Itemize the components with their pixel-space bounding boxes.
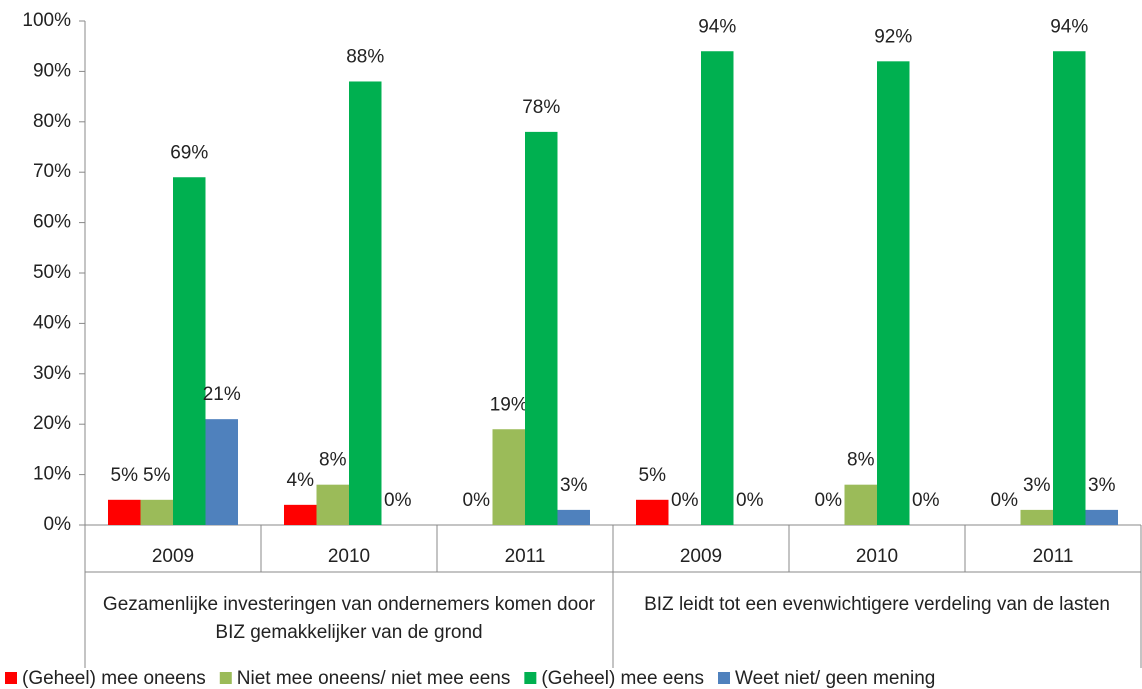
data-label: 94% — [1050, 16, 1088, 37]
legend-label: Niet mee oneens/ niet mee eens — [237, 668, 511, 689]
group-label-box: BIZ leidt tot een evenwichtigere verdeli… — [644, 594, 1110, 615]
bar — [701, 51, 734, 526]
bar — [140, 499, 173, 525]
data-label: 0% — [991, 490, 1019, 511]
bar — [844, 484, 877, 525]
bar — [877, 61, 910, 525]
x-tick-label: 2009 — [680, 546, 722, 567]
x-tick-label: 2010 — [856, 546, 898, 567]
data-label: 8% — [847, 450, 875, 471]
bar — [1085, 509, 1118, 525]
data-label: 92% — [874, 26, 912, 47]
data-label: 88% — [346, 46, 384, 67]
legend-label: (Geheel) mee oneens — [22, 668, 206, 689]
bar — [108, 499, 141, 525]
x-tick-label: 2011 — [1033, 546, 1074, 567]
data-label: 5% — [111, 465, 139, 486]
y-tick-label: 30% — [33, 363, 71, 384]
bar — [557, 509, 590, 525]
data-label: 19% — [490, 394, 528, 415]
y-tick-label: 40% — [33, 312, 71, 333]
x-tick-label: 2009 — [152, 546, 194, 567]
legend-swatch — [219, 672, 232, 684]
bar — [316, 484, 349, 525]
y-tick-label: 100% — [22, 10, 71, 31]
bar — [525, 131, 558, 525]
data-label: 0% — [463, 490, 491, 511]
data-label: 0% — [384, 490, 412, 511]
legend-swatch — [718, 672, 730, 684]
data-label: 94% — [698, 16, 736, 37]
data-label: 5% — [639, 465, 667, 486]
group-label: BIZ leidt tot een evenwichtigere verdeli… — [644, 594, 1110, 615]
data-label: 3% — [1088, 475, 1116, 496]
data-label: 3% — [1023, 475, 1051, 496]
bar — [1020, 509, 1053, 525]
group-label: Gezamenlijke investeringen van onderneme… — [102, 594, 596, 643]
bar — [173, 177, 206, 526]
data-label: 0% — [736, 490, 764, 511]
bar — [349, 81, 382, 525]
bar — [492, 429, 525, 525]
bar — [205, 419, 238, 525]
group-label-box: Gezamenlijke investeringen van onderneme… — [102, 594, 596, 643]
bar — [1053, 51, 1086, 526]
data-label: 3% — [560, 475, 588, 496]
data-label: 21% — [203, 384, 241, 405]
y-tick-label: 80% — [33, 111, 71, 132]
y-tick-label: 70% — [33, 161, 71, 182]
y-tick-label: 20% — [33, 413, 71, 434]
data-label: 0% — [671, 490, 699, 511]
data-label: 8% — [319, 450, 347, 471]
legend-label: Weet niet/ geen mening — [735, 668, 935, 689]
data-label: 4% — [287, 470, 315, 491]
data-label: 0% — [815, 490, 843, 511]
data-label: 69% — [170, 142, 208, 163]
y-tick-label: 60% — [33, 212, 71, 233]
x-tick-label: 2010 — [328, 546, 370, 567]
bar — [284, 504, 317, 525]
y-tick-label: 0% — [44, 514, 72, 535]
legend-swatch — [5, 672, 17, 684]
y-tick-label: 50% — [33, 262, 71, 283]
data-label: 5% — [143, 465, 171, 486]
y-tick-label: 10% — [33, 464, 71, 485]
x-tick-label: 2011 — [505, 546, 546, 567]
bar — [636, 499, 669, 525]
y-tick-label: 90% — [33, 60, 71, 81]
data-label: 78% — [522, 97, 560, 118]
legend-swatch — [524, 672, 537, 684]
legend-label: (Geheel) mee eens — [541, 668, 704, 689]
data-label: 0% — [912, 490, 940, 511]
